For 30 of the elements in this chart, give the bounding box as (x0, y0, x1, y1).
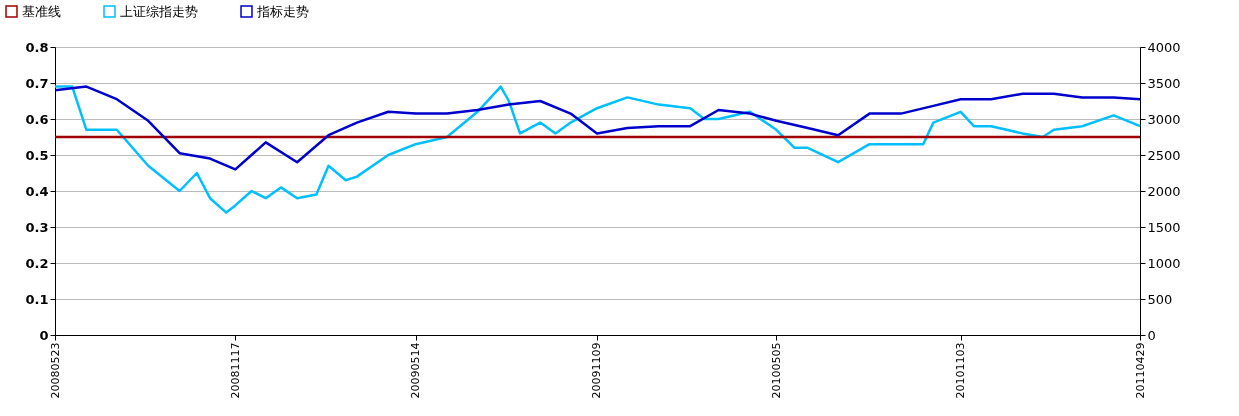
line-series (53, 85, 1142, 171)
y2-tick-label: 4000 (1147, 39, 1181, 55)
y-tick-label: 0.7 (25, 75, 49, 91)
x-tick-label: 20091109 (590, 342, 604, 399)
y2-tick-label: 3000 (1147, 111, 1181, 127)
y-tick-label: 0.2 (25, 255, 49, 271)
x-tick-label: 20101103 (954, 342, 968, 399)
y-tick-label: 0.1 (25, 291, 49, 307)
legend-label: 上证综指走势 (120, 3, 198, 19)
y2-tick-label: 2000 (1147, 183, 1181, 199)
y-tick-label: 0.4 (25, 183, 49, 199)
y2-tick-label: 1500 (1147, 219, 1181, 235)
x-tick-label: 20081117 (228, 342, 242, 399)
y-tick-label: 0.5 (25, 147, 49, 163)
y2-tick-label: 2500 (1147, 147, 1181, 163)
line-series (53, 85, 1142, 214)
y2-tick-label: 0 (1147, 327, 1156, 343)
y-tick-label: 0.6 (25, 111, 49, 127)
y2-tick-label: 3500 (1147, 75, 1181, 91)
x-tick-label: 20100505 (769, 342, 783, 399)
x-tick-label: 20110429 (1133, 342, 1147, 399)
y-tick-label: 0.3 (25, 219, 49, 235)
legend-label: 基准线 (22, 3, 61, 19)
legend-label: 指标走势 (256, 3, 309, 19)
y2-tick-label: 1000 (1147, 255, 1181, 271)
y-tick-label: 0 (39, 327, 49, 343)
y-tick-label: 0.8 (25, 39, 49, 55)
x-tick-label: 20090514 (409, 342, 423, 399)
x-tick-label: 20080523 (48, 342, 62, 399)
y2-tick-label: 500 (1147, 291, 1173, 307)
